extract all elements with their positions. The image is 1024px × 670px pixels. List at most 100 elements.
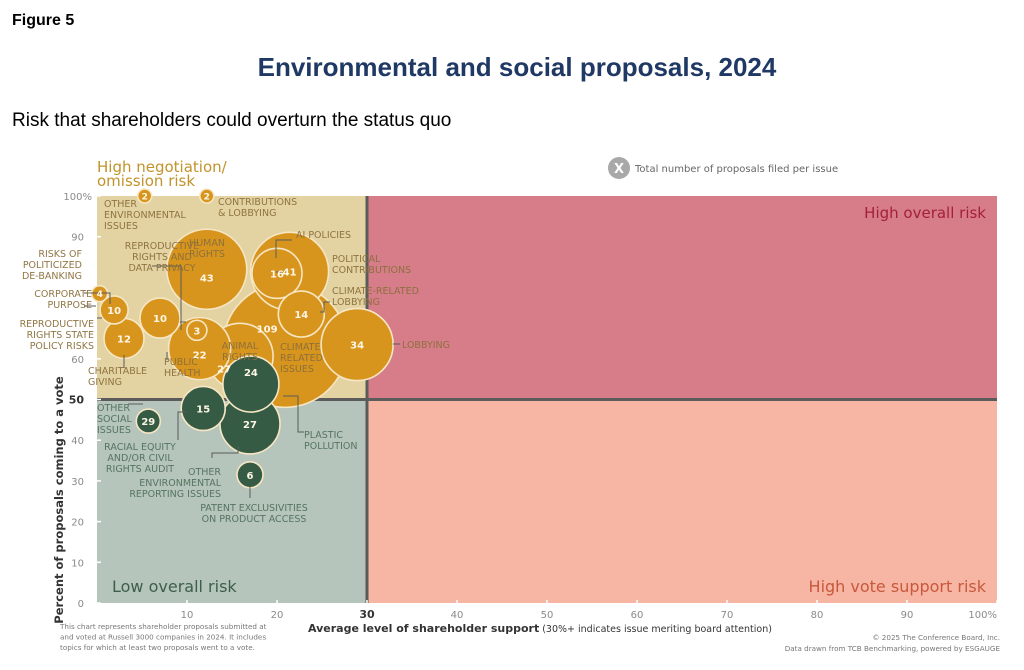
quadrant-label-high-vote: High vote support risk: [809, 577, 987, 596]
x-tick-label: 100%: [968, 610, 997, 621]
bubble-topic-label: RIGHTS: [222, 352, 258, 363]
text-layer: High negotiation/omission risk High overa…: [59, 157, 1000, 653]
bubble: [90, 284, 109, 303]
bubble-value: 109: [257, 324, 278, 335]
footnote-line: topics for which at least two proposals …: [60, 643, 255, 652]
bubble-topic-label: OTHER: [188, 467, 221, 478]
quadrant-high-vote: [367, 399, 997, 603]
bubble-topic-label: HUMAN: [189, 238, 225, 249]
bubble: [139, 297, 181, 339]
bubble-topic-label: PUBLIC: [164, 357, 198, 368]
bubble-topic-label: AI POLICIES: [296, 230, 351, 241]
bubble-topic-label: & LOBBYING: [218, 208, 276, 219]
bubble-topic-label: OTHER: [104, 199, 137, 210]
bubble-value: 2: [204, 193, 210, 203]
bubble: [199, 188, 215, 204]
bubble-topic-label: CLIMATE-RELATED: [332, 286, 419, 297]
y-tick-label: 100%: [63, 192, 92, 203]
figure-label: Figure 5: [12, 12, 75, 29]
bubble-value: 10: [107, 306, 121, 317]
bubble-topic-label: RELATED: [280, 353, 323, 364]
bubble: [99, 295, 129, 325]
leader-lines: [84, 239, 400, 498]
bubble-value: 16: [270, 269, 284, 280]
bubble-topic-label: PLASTIC: [304, 430, 343, 441]
y-tick-label: 90: [71, 233, 84, 244]
bubble-topic-label: CONTRIBUTIONS: [218, 197, 297, 208]
legend-text: Total number of proposals filed per issu…: [634, 164, 838, 175]
footnote-line: This chart represents shareholder propos…: [59, 622, 267, 631]
bubble-topic-label: DE-BANKING: [22, 271, 82, 282]
bubble: [166, 228, 248, 311]
bubble-topic-label: LOBBYING: [332, 297, 380, 308]
bubble-topic-label: HEALTH: [164, 368, 201, 379]
legend-symbol: X: [614, 162, 624, 177]
y-tick-label: 50: [69, 394, 85, 407]
bubble-topic-label: REPRODUCTIVE: [125, 241, 199, 252]
x-tick-label: 40: [451, 610, 464, 621]
bubble: [167, 316, 232, 381]
bubble-topic-label: PATENT EXCLUSIVITIES: [200, 503, 308, 514]
chart-subtitle: Risk that shareholders could overturn th…: [12, 110, 452, 131]
bubble-topic-label: LOBBYING: [402, 340, 450, 351]
bubble-topic-label: RIGHTS: [189, 249, 225, 260]
leader-line: [283, 395, 304, 433]
bubble: [180, 385, 226, 432]
x-axis-title-note: (30%+ indicates issue meriting board att…: [539, 624, 772, 635]
x-tick-label: 80: [811, 610, 824, 621]
bubble-topic-label: POLITICIZED: [23, 260, 82, 271]
x-axis-title-main: Average level of shareholder support: [308, 622, 539, 635]
x-tick-label: 70: [721, 610, 734, 621]
bubble-topic-label: POLICY RISKS: [30, 341, 94, 352]
bubble-topic-label: ANIMAL: [222, 341, 259, 352]
bubbles-layer: [90, 188, 394, 489]
bubble: [186, 319, 208, 342]
bubble-topic-label: CONTRIBUTIONS: [332, 265, 411, 276]
leader-line: [177, 411, 187, 440]
bubble-value: 12: [117, 334, 131, 345]
bubble-value: 22: [193, 351, 207, 362]
bubble-topic-label: CHARITABLE: [88, 366, 147, 377]
bubble-topic-label: ISSUES: [280, 364, 314, 375]
bubble-topic-label: REPORTING ISSUES: [129, 489, 221, 500]
bubble-value: 27: [217, 364, 231, 375]
bubble-topic-label: OTHER: [97, 403, 130, 414]
bubble-value: 29: [141, 417, 155, 428]
y-tick-label: 20: [71, 518, 84, 529]
bubble-value: 34: [350, 341, 364, 352]
quadrant-label-high-negotiation-2: omission risk: [97, 172, 195, 190]
bubble-value: 10: [153, 314, 167, 325]
bubble-topic-label: DATA PRIVACY: [128, 263, 195, 274]
quadrant-label-high-overall: High overall risk: [864, 204, 986, 222]
bubble-topic-label: CLIMATE: [280, 342, 321, 353]
bubble-value: 41: [283, 267, 297, 278]
leader-line: [320, 301, 330, 313]
x-tick-label: 90: [901, 610, 914, 621]
bubble-value: 27: [243, 420, 257, 431]
x-tick-label: 10: [181, 610, 194, 621]
bubble-topic-label: RISKS OF: [38, 249, 82, 260]
bubble-topic-label: POLLUTION: [304, 441, 357, 452]
bubble-topic-label: RIGHTS STATE: [27, 330, 94, 341]
bubble: [222, 355, 280, 413]
bubble-topic-label: ON PRODUCT ACCESS: [202, 514, 307, 525]
leader-line: [275, 239, 292, 258]
bubble-value: 2: [142, 193, 148, 203]
bubble-topic-label: RACIAL EQUITY: [104, 442, 176, 453]
bubble-topic-label: RIGHTS AND: [132, 252, 192, 263]
bubble-topic-label: ISSUES: [104, 221, 138, 232]
y-tick-label: 30: [71, 477, 84, 488]
leader-line: [152, 265, 182, 330]
bubble-topic-label: CORPORATE: [34, 289, 92, 300]
quadrant-label-high-negotiation: High negotiation/: [97, 158, 228, 176]
bubble-topic-label: RIGHTS AUDIT: [106, 464, 174, 475]
bubble-value: 43: [200, 273, 214, 284]
y-tick-label: 40: [71, 436, 84, 447]
chart-title: Environmental and social proposals, 2024: [257, 52, 777, 82]
bubble-value: 6: [247, 471, 254, 482]
leader-line: [84, 292, 111, 304]
bubble-value: 24: [244, 368, 258, 379]
bubble: [135, 408, 162, 434]
bubble-topic-label: ENVIRONMENTAL: [104, 210, 186, 221]
